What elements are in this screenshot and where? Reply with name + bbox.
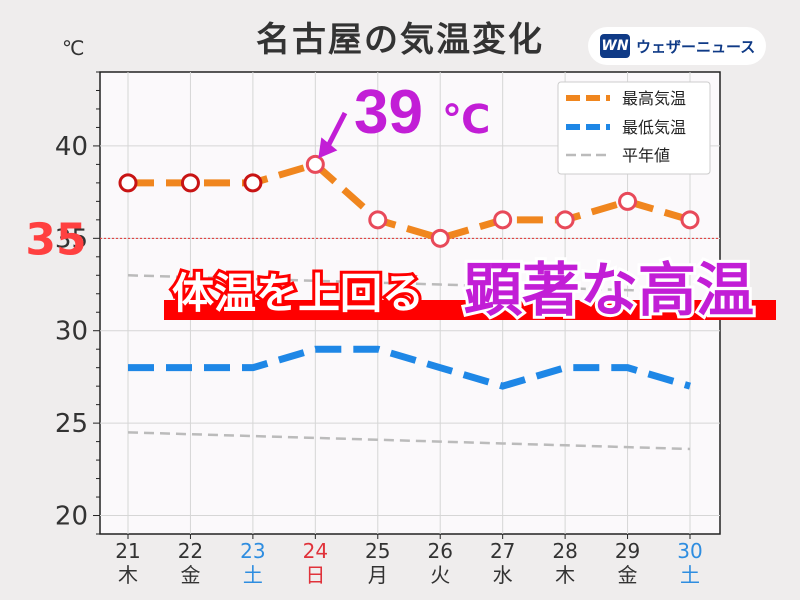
- legend-label: 平年値: [622, 146, 670, 165]
- x-tick-label-weekday: 土: [243, 563, 263, 587]
- max-temp-point: [243, 173, 263, 193]
- legend-label: 最高気温: [622, 89, 686, 108]
- x-tick-label-date: 29: [615, 539, 640, 563]
- max-temp-point: [368, 210, 388, 230]
- max-temp-point: [555, 210, 575, 230]
- x-tick-label-date: 27: [490, 539, 515, 563]
- legend-box: [557, 81, 711, 175]
- x-tick-label-weekday: 月: [368, 563, 388, 587]
- x-tick-label-weekday: 金: [618, 563, 638, 587]
- y-tick-label: 35: [55, 224, 88, 254]
- max-temp-point: [180, 173, 200, 193]
- max-temp-point: [430, 228, 450, 248]
- x-tick-label-weekday: 木: [555, 563, 575, 587]
- weathernews-logo: WN ウェザーニュース: [588, 27, 766, 65]
- max-temp-point: [305, 154, 325, 174]
- y-tick-label: 20: [55, 502, 88, 532]
- max-temp-point: [618, 191, 638, 211]
- normal-high-line: [127, 274, 691, 294]
- x-tick-label-weekday: 土: [680, 563, 700, 587]
- x-tick-label-date: 28: [552, 539, 577, 563]
- y-tick-label: 25: [55, 409, 88, 439]
- max-temp-point: [118, 173, 138, 193]
- peak-temp-label: 39: [354, 78, 423, 147]
- max-temp-point: [680, 210, 700, 230]
- threshold-label: 35: [25, 214, 86, 265]
- y-axis-unit: ℃: [62, 36, 85, 60]
- y-tick-label: 30: [55, 317, 88, 347]
- legend-label: 最低気温: [622, 118, 686, 137]
- x-tick-label-date: 24: [303, 539, 328, 563]
- x-tick-label-weekday: 金: [180, 563, 200, 587]
- x-tick-label-weekday: 日: [305, 563, 325, 587]
- peak-arrow-head: [318, 137, 338, 159]
- peak-temp-unit: ℃: [442, 97, 490, 143]
- y-tick-label: 40: [55, 132, 88, 162]
- x-tick-label-date: 21: [115, 539, 140, 563]
- x-tick-label-date: 23: [240, 539, 265, 563]
- x-tick-label-weekday: 木: [118, 563, 138, 587]
- x-tick-label-date: 22: [178, 539, 203, 563]
- x-tick-label-weekday: 火: [430, 563, 450, 587]
- heat-banner: 体温を上回る 顕著な高温: [164, 253, 776, 327]
- banner-underline: [164, 300, 776, 320]
- x-tick-label-date: 30: [677, 539, 702, 563]
- max-temp-line: [128, 160, 691, 242]
- banner-text-purple: 顕著な高温: [464, 256, 754, 324]
- min-temp-line: [128, 345, 691, 390]
- page-title: 名古屋の気温変化: [256, 20, 544, 60]
- weathernews-logo-icon: WN: [600, 34, 630, 58]
- normal-low-line: [127, 431, 691, 451]
- x-tick-label-date: 26: [427, 539, 452, 563]
- max-temp-point: [493, 210, 513, 230]
- banner-text-white: 体温を上回る: [172, 269, 424, 318]
- x-tick-label-weekday: 水: [493, 563, 513, 587]
- x-tick-label-date: 25: [365, 539, 390, 563]
- logo-text: ウェザーニュース: [636, 37, 756, 56]
